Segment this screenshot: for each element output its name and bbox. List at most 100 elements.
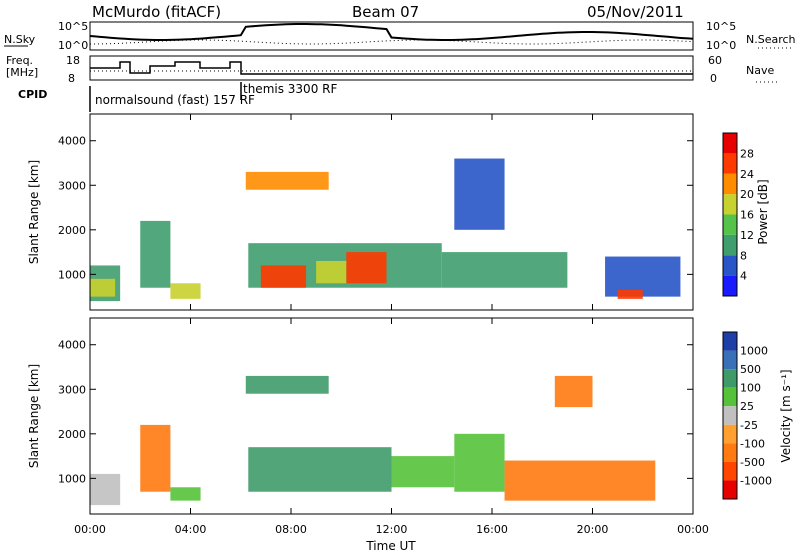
velocity-y-axis-label: Slant Range [km] bbox=[27, 364, 41, 468]
velocity-colorbar-tick-7: -1000 bbox=[740, 474, 772, 487]
x-tick-label-0: 00:00 bbox=[74, 523, 106, 536]
freq-label-1: Freq. bbox=[6, 54, 33, 67]
power-colorbar-label: Power [dB] bbox=[756, 179, 770, 244]
power-y-axis-label: Slant Range [km] bbox=[27, 160, 41, 264]
velocity-colorbar-tick-1: 500 bbox=[740, 363, 761, 376]
velocity-colorbar-frame bbox=[722, 331, 738, 500]
noise-sky-trace bbox=[89, 23, 694, 41]
freq-trace bbox=[90, 61, 693, 75]
y-tick-label-1: 2000 bbox=[58, 428, 86, 441]
noise-traces bbox=[89, 23, 694, 45]
y-tick-label-2: 3000 bbox=[58, 179, 86, 192]
noise-right-tick-bottom: 10^0 bbox=[706, 39, 736, 52]
x-tick-label-3: 12:00 bbox=[376, 523, 408, 536]
x-tick-label-5: 20:00 bbox=[577, 523, 609, 536]
y-tick-label-3: 4000 bbox=[58, 135, 86, 148]
scatter-region-8 bbox=[554, 375, 593, 408]
x-tick-label-1: 04:00 bbox=[175, 523, 207, 536]
beam-title: Beam 07 bbox=[352, 3, 419, 21]
freq-tick-top: 18 bbox=[66, 54, 80, 67]
power-colorbar: 4 8 12 16 20 24 28 bbox=[722, 132, 754, 297]
cpid-label: CPID bbox=[18, 88, 47, 101]
power-colorbar-tick-5: 24 bbox=[740, 168, 754, 181]
scatter-region-2 bbox=[170, 487, 201, 501]
freq-label-2: [MHz] bbox=[6, 66, 38, 79]
scatter-region-7 bbox=[346, 252, 387, 284]
power-colorbar-tick-0: 4 bbox=[740, 270, 747, 283]
power-y-ticks: 1000 2000 3000 4000 bbox=[58, 135, 693, 281]
y-tick-label-0: 1000 bbox=[58, 472, 86, 485]
station-title: McMurdo (fitACF) bbox=[92, 3, 221, 21]
noise-left-tick-bottom: 10^0 bbox=[58, 39, 88, 52]
scatter-region-3 bbox=[245, 375, 329, 394]
x-axis-ticks: 00:00 04:00 08:00 12:00 16:00 20:00 00:00 bbox=[74, 114, 709, 536]
velocity-colorbar-segment-5 bbox=[723, 424, 737, 444]
velocity-colorbar-segment-4 bbox=[723, 406, 737, 425]
noise-left-label: N.Sky bbox=[4, 33, 36, 46]
power-colorbar-frame bbox=[722, 132, 738, 297]
noise-right-label: N.Search bbox=[746, 33, 796, 46]
scatter-region-12 bbox=[617, 289, 643, 299]
scatter-region-4 bbox=[248, 447, 392, 492]
noise-right-tick-top: 10^5 bbox=[706, 20, 736, 33]
power-colorbar-segment-5 bbox=[723, 173, 737, 195]
cpid-program-0: normalsound (fast) 157 RF bbox=[95, 93, 255, 107]
velocity-colorbar-tick-3: 25 bbox=[740, 400, 754, 413]
scatter-region-9 bbox=[441, 252, 568, 288]
scatter-region-1 bbox=[140, 424, 171, 492]
velocity-colorbar-segment-7 bbox=[723, 461, 737, 481]
freq-tick-bottom: 8 bbox=[68, 72, 75, 85]
noise-left-tick-top: 10^5 bbox=[58, 20, 88, 33]
velocity-colorbar-tick-0: 1000 bbox=[740, 345, 768, 358]
scatter-region-8 bbox=[316, 261, 347, 284]
x-tick-label-4: 16:00 bbox=[476, 523, 508, 536]
scatter-region-0 bbox=[90, 473, 121, 506]
x-tick-label-2: 08:00 bbox=[275, 523, 307, 536]
power-colorbar-segment-2 bbox=[723, 234, 737, 256]
velocity-y-ticks: 1000 2000 3000 4000 bbox=[58, 339, 693, 485]
scatter-region-11 bbox=[605, 256, 681, 297]
velocity-colorbar-label: Velocity [m s⁻¹] bbox=[779, 369, 793, 462]
noise-search-trace bbox=[90, 39, 694, 45]
power-colorbar-segment-0 bbox=[723, 275, 737, 296]
power-colorbar-tick-2: 12 bbox=[740, 229, 754, 242]
scatter-region-7 bbox=[504, 460, 656, 501]
velocity-data-layer bbox=[90, 375, 656, 506]
velocity-colorbar-segment-1 bbox=[723, 350, 737, 370]
velocity-colorbar-segment-2 bbox=[723, 369, 737, 388]
velocity-colorbar-segment-8 bbox=[723, 480, 737, 499]
scatter-region-10 bbox=[454, 158, 505, 230]
velocity-colorbar-tick-4: -25 bbox=[740, 419, 758, 432]
power-data-layer bbox=[90, 158, 681, 302]
power-colorbar-segment-3 bbox=[723, 214, 737, 235]
scatter-region-5 bbox=[391, 456, 455, 488]
velocity-colorbar-segment-6 bbox=[723, 443, 737, 462]
y-tick-label-2: 3000 bbox=[58, 383, 86, 396]
scatter-region-1 bbox=[90, 278, 116, 297]
x-tick-label-6: 00:00 bbox=[677, 523, 709, 536]
scatter-region-3 bbox=[170, 283, 201, 299]
power-colorbar-tick-4: 20 bbox=[740, 188, 754, 201]
freq-panel-frame bbox=[89, 55, 694, 81]
velocity-colorbar-segment-0 bbox=[723, 332, 737, 351]
power-colorbar-tick-6: 28 bbox=[740, 147, 754, 160]
power-colorbar-segment-4 bbox=[723, 194, 737, 215]
velocity-colorbar-tick-5: -100 bbox=[740, 437, 765, 450]
power-colorbar-segment-1 bbox=[723, 255, 737, 276]
power-colorbar-tick-1: 8 bbox=[740, 249, 747, 262]
scatter-region-2 bbox=[140, 220, 171, 288]
date-title: 05/Nov/2011 bbox=[587, 3, 684, 21]
y-tick-label-0: 1000 bbox=[58, 268, 86, 281]
velocity-colorbar-tick-2: 100 bbox=[740, 382, 761, 395]
nave-tick-top: 60 bbox=[708, 54, 722, 67]
y-tick-label-1: 2000 bbox=[58, 224, 86, 237]
velocity-colorbar: 1000 500 100 25 -25 -100 -500 -1000 bbox=[722, 331, 772, 500]
x-axis-label: Time UT bbox=[365, 539, 416, 553]
scatter-region-6 bbox=[260, 265, 307, 288]
velocity-colorbar-segment-3 bbox=[723, 387, 737, 407]
y-tick-label-3: 4000 bbox=[58, 339, 86, 352]
cpid-program-1: themis 3300 RF bbox=[243, 82, 337, 96]
power-colorbar-segment-6 bbox=[723, 153, 737, 174]
power-colorbar-tick-3: 16 bbox=[740, 209, 754, 222]
